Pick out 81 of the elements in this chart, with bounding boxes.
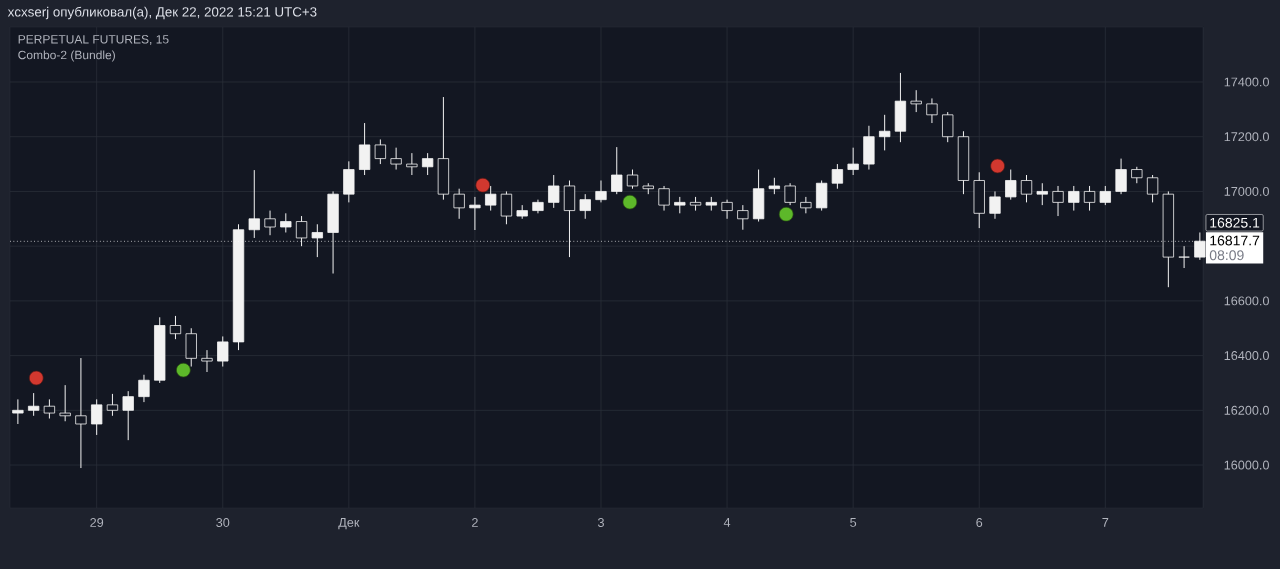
point: [28, 370, 44, 386]
point: [622, 194, 638, 210]
candlestick: [626, 169, 639, 190]
candlestick: [579, 193, 591, 220]
candlestick: [879, 114, 891, 151]
x-tick-label: 30: [216, 518, 230, 527]
candlestick: [1178, 245, 1190, 269]
candlestick: [122, 390, 134, 441]
candlestick: [485, 185, 497, 212]
candlestick: [942, 111, 954, 143]
x-tick-label: 29: [90, 518, 104, 527]
y-tick-label: 16200.0: [1224, 405, 1269, 415]
candlestick: [106, 393, 119, 417]
candlestick: [217, 335, 229, 368]
candlestick: [1099, 185, 1111, 206]
candlestick: [311, 223, 323, 258]
candlestick: [1036, 182, 1048, 206]
candlestick: [595, 179, 607, 203]
y-tick-label: 17000.0: [1224, 186, 1269, 196]
candlestick: [1083, 185, 1096, 212]
text: Combo-2 (Bundle): [18, 50, 115, 62]
candlestick: [469, 196, 481, 231]
y-tick-label: 16000.0: [1224, 460, 1269, 470]
candlestick: [264, 210, 276, 236]
point: [475, 177, 491, 193]
text: 16825.1: [1210, 217, 1260, 228]
x-tick-label: 6: [976, 518, 983, 527]
text: xcxserj опубликовал(а), Дек 22, 2022 15:21 UTC+3: [7, 6, 317, 20]
candlestick: [611, 146, 623, 195]
candlestick: [548, 174, 560, 209]
x-tick-label: 2: [472, 518, 478, 527]
candlestick: [374, 138, 387, 165]
point: [778, 206, 794, 222]
candlestick: [421, 152, 434, 176]
point: [990, 158, 1005, 174]
candlestick: [27, 392, 40, 417]
candlestick: [295, 215, 308, 247]
x-tick-label: 5: [850, 518, 857, 527]
candlestick: [1052, 185, 1064, 217]
candlestick: [1020, 174, 1033, 203]
text: 08:09: [1209, 250, 1244, 261]
candlestick: [169, 315, 182, 340]
candlestick: [248, 169, 260, 239]
candlestick: [138, 374, 150, 403]
candlestick: [1068, 185, 1080, 212]
candlestick: [800, 196, 812, 214]
candlestick: [390, 147, 402, 171]
candlestick: [1115, 158, 1127, 195]
ref-line-label: 16817.7: [1210, 235, 1260, 246]
x-tick-label: 4: [723, 518, 731, 527]
candlestick: [12, 398, 24, 425]
y-tick-label: 17200.0: [1224, 132, 1269, 142]
candlestick: [910, 89, 922, 113]
candlestick: [784, 182, 796, 206]
candlestick: [91, 398, 103, 436]
candlestick: [926, 97, 938, 124]
point: [176, 362, 191, 378]
y-tick-label: 16400.0: [1224, 351, 1269, 361]
candlestick: [453, 188, 465, 220]
x-tick-label: Дек: [338, 518, 360, 530]
candlestick: [75, 357, 87, 469]
candlestick: [201, 349, 213, 373]
candlestick: [989, 190, 1001, 220]
candlestick: [59, 384, 71, 422]
text: PERPETUAL FUTURES, 15: [18, 35, 169, 45]
candlestick: [1146, 174, 1159, 203]
candlestick: [721, 199, 733, 220]
candlestick: [831, 163, 844, 190]
candlestick: [406, 152, 418, 176]
y-tick-label: 16600.0: [1224, 296, 1269, 306]
candlestick: [658, 185, 670, 212]
x-tick-label: 3: [597, 518, 604, 527]
x-tick-label: 7: [1102, 518, 1109, 527]
candlestick: [1194, 231, 1206, 261]
y-tick-label: 17400.0: [1224, 77, 1269, 87]
candlestick: [737, 204, 749, 231]
candlestick: [280, 212, 292, 233]
candlestick: [500, 190, 513, 225]
candlestick: [847, 147, 859, 176]
candlestick: [43, 398, 56, 420]
candlestick: [1005, 169, 1017, 201]
